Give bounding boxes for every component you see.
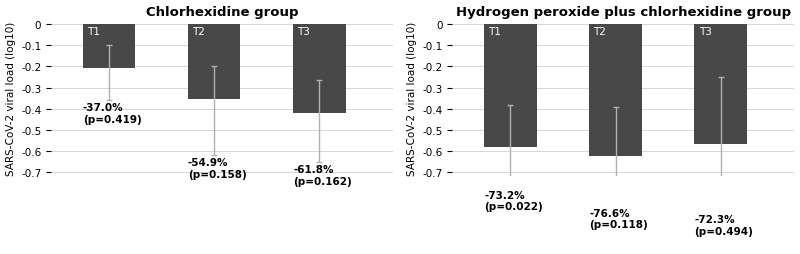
- Text: (p=0.494): (p=0.494): [694, 226, 754, 236]
- Text: T1: T1: [488, 27, 501, 37]
- Text: -72.3%: -72.3%: [694, 214, 735, 224]
- Text: (p=0.162): (p=0.162): [293, 176, 352, 186]
- Bar: [293, 25, 346, 113]
- Text: -54.9%: -54.9%: [188, 157, 228, 167]
- Bar: [82, 25, 135, 68]
- Text: (p=0.158): (p=0.158): [188, 169, 246, 179]
- Bar: [188, 25, 241, 100]
- Text: -73.2%: -73.2%: [484, 190, 525, 200]
- Text: (p=0.022): (p=0.022): [484, 202, 542, 212]
- Y-axis label: SARS-CoV-2 viral load (log10): SARS-CoV-2 viral load (log10): [6, 22, 15, 176]
- Title: Hydrogen peroxide plus chlorhexidine group: Hydrogen peroxide plus chlorhexidine gro…: [456, 6, 791, 19]
- Text: -37.0%: -37.0%: [82, 103, 123, 113]
- Text: -61.8%: -61.8%: [293, 165, 334, 175]
- Text: (p=0.419): (p=0.419): [82, 115, 142, 124]
- Bar: [694, 25, 747, 145]
- Text: -76.6%: -76.6%: [590, 208, 630, 218]
- Bar: [484, 25, 537, 147]
- Bar: [590, 25, 642, 156]
- Text: T1: T1: [87, 27, 100, 37]
- Text: T2: T2: [192, 27, 205, 37]
- Text: T3: T3: [698, 27, 711, 37]
- Title: Chlorhexidine group: Chlorhexidine group: [146, 6, 298, 19]
- Text: T3: T3: [298, 27, 310, 37]
- Text: T2: T2: [594, 27, 606, 37]
- Y-axis label: SARS-CoV-2 viral load (log10): SARS-CoV-2 viral load (log10): [407, 22, 417, 176]
- Text: (p=0.118): (p=0.118): [590, 219, 648, 229]
